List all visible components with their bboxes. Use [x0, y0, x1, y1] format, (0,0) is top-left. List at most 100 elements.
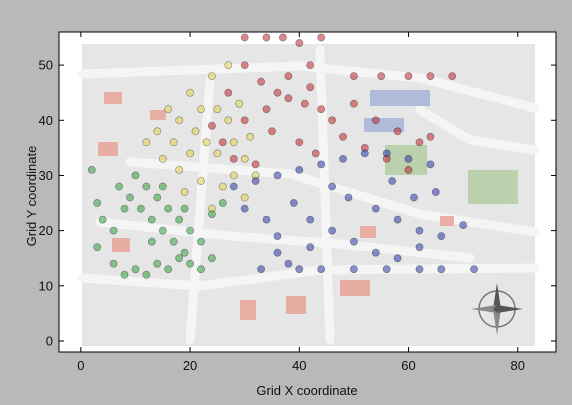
data-point-series-3-4 — [93, 243, 102, 252]
data-point-series-4-36 — [306, 243, 315, 252]
data-point-series-1-6 — [306, 61, 315, 69]
x-tick-label: 20 — [183, 358, 197, 373]
data-point-series-4-35 — [328, 182, 336, 191]
data-point-series-2-19 — [224, 116, 233, 125]
data-point-series-3-16 — [126, 193, 134, 202]
data-point-series-2-23 — [197, 105, 205, 114]
data-point-series-2-4 — [164, 105, 173, 114]
data-point-series-2-9 — [153, 127, 162, 136]
data-point-series-2-15 — [229, 171, 238, 180]
data-point-series-3-17 — [136, 204, 145, 213]
x-tick-label: 0 — [77, 358, 84, 373]
data-point-series-4-4 — [295, 165, 304, 174]
data-point-series-2-20 — [235, 99, 244, 108]
data-point-series-1-27 — [371, 116, 380, 125]
data-point-series-3-24 — [153, 193, 162, 202]
data-point-series-1-19 — [268, 127, 276, 136]
data-point-series-1-23 — [251, 160, 260, 169]
data-point-series-1-22 — [229, 154, 238, 163]
data-point-series-3-34 — [158, 182, 167, 191]
data-point-series-3-18 — [147, 215, 156, 224]
data-point-series-3-8 — [142, 270, 151, 279]
data-point-series-4-14 — [273, 248, 282, 257]
x-axis-ticks: 0 20 40 60 80 — [77, 32, 525, 373]
data-point-series-4-26 — [349, 237, 358, 246]
data-point-series-1-4 — [317, 33, 326, 42]
data-point-series-1-29 — [415, 138, 424, 147]
data-point-series-2-8 — [213, 149, 222, 158]
data-point-series-3-29 — [207, 210, 216, 218]
data-point-series-1-35 — [284, 72, 293, 80]
data-point-series-4-8 — [382, 149, 391, 158]
data-point-series-2-16 — [240, 193, 249, 202]
campus-map-background — [77, 44, 540, 346]
data-point-series-4-23 — [289, 199, 298, 207]
data-point-series-1-30 — [426, 132, 435, 141]
data-point-series-4-41 — [344, 193, 353, 202]
data-point-series-2-6 — [191, 127, 200, 136]
data-point-series-4-33 — [393, 215, 402, 224]
data-point-series-4-29 — [415, 243, 424, 252]
data-point-series-3-1 — [87, 165, 96, 174]
y-tick-label: 10 — [39, 278, 53, 293]
x-axis-label: Grid X coordinate — [256, 383, 357, 398]
data-point-series-3-28 — [197, 237, 205, 246]
data-point-series-1-34 — [404, 165, 413, 174]
data-point-series-2-13 — [197, 177, 205, 185]
data-point-series-4-18 — [349, 265, 358, 274]
data-points — [87, 33, 478, 279]
data-point-series-2-1 — [186, 88, 194, 97]
data-point-series-3-27 — [186, 226, 194, 235]
data-point-series-1-16 — [300, 99, 309, 108]
data-point-series-3-32 — [109, 226, 118, 235]
data-point-series-3-5 — [109, 259, 118, 268]
data-point-series-3-11 — [175, 254, 184, 263]
data-point-series-4-19 — [382, 265, 391, 274]
data-point-series-4-6 — [339, 154, 347, 163]
data-point-series-1-13 — [257, 77, 265, 86]
data-point-series-1-25 — [328, 116, 336, 125]
data-point-series-3-35 — [180, 204, 189, 213]
data-point-series-3-20 — [169, 237, 178, 246]
y-tick-label: 30 — [39, 168, 53, 183]
data-point-series-3-31 — [147, 237, 156, 246]
data-point-series-3-2 — [93, 199, 102, 207]
data-point-series-3-22 — [131, 171, 140, 180]
data-point-series-1-18 — [240, 116, 249, 125]
data-point-series-2-24 — [169, 138, 178, 147]
data-point-series-1-36 — [306, 83, 315, 92]
y-axis-ticks: 0 10 20 30 40 50 — [39, 58, 556, 348]
data-point-series-1-37 — [262, 105, 271, 114]
data-point-series-4-16 — [295, 265, 304, 274]
x-tick-label: 40 — [292, 358, 306, 373]
data-point-series-2-5 — [175, 116, 184, 125]
y-axis-label: Grid Y coordinate — [24, 146, 39, 247]
data-point-series-1-31 — [339, 132, 347, 141]
data-point-series-1-21 — [311, 149, 320, 158]
data-point-series-4-5 — [317, 160, 326, 169]
data-point-series-3-7 — [131, 265, 140, 274]
data-point-series-4-1 — [229, 182, 238, 191]
data-point-series-1-3 — [278, 33, 287, 42]
data-point-series-4-38 — [410, 193, 418, 202]
data-point-series-2-26 — [229, 138, 238, 147]
compass-rose-icon — [471, 283, 523, 335]
data-point-series-4-30 — [437, 232, 446, 240]
data-point-series-3-13 — [197, 265, 205, 274]
data-point-series-1-38 — [207, 121, 216, 130]
data-point-series-4-10 — [426, 160, 435, 169]
data-point-series-2-7 — [202, 138, 211, 147]
data-point-series-3-3 — [98, 215, 107, 224]
data-point-series-3-9 — [153, 259, 162, 268]
y-tick-label: 20 — [39, 223, 53, 238]
data-point-series-4-13 — [273, 232, 282, 240]
data-point-series-3-10 — [164, 265, 173, 274]
data-point-series-1-10 — [426, 72, 435, 80]
data-point-series-3-25 — [164, 204, 173, 213]
data-point-series-1-39 — [224, 88, 233, 97]
x-tick-label: 60 — [401, 358, 415, 373]
data-point-series-4-31 — [459, 221, 468, 229]
data-point-series-3-21 — [180, 248, 189, 257]
data-point-series-4-11 — [240, 204, 249, 213]
